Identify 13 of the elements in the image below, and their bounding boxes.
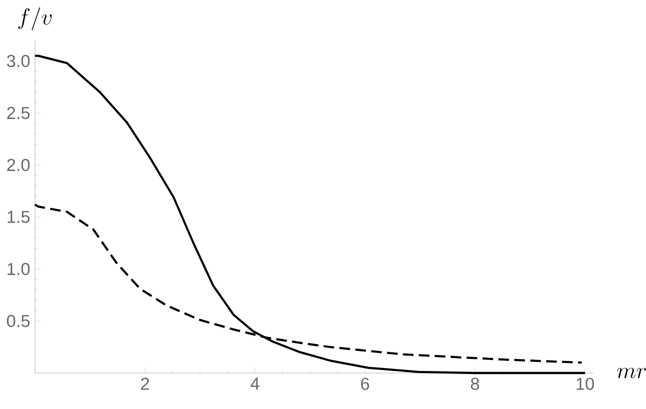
x-tick-label: 6 bbox=[361, 378, 370, 390]
x-tick-label: 8 bbox=[470, 378, 480, 390]
x-tick-label: 10 bbox=[576, 378, 594, 390]
x-tick-label: 4 bbox=[250, 378, 260, 390]
x-tick-label: 2 bbox=[141, 378, 149, 390]
y-tick-label: 2.0 bbox=[7, 158, 30, 172]
y-tick-label: 1.5 bbox=[8, 210, 30, 224]
y-tick-label: 0.5 bbox=[6, 314, 30, 328]
y-tick-label: 2.5 bbox=[7, 106, 30, 120]
y-tick-label: 1.0 bbox=[8, 262, 30, 276]
y-tick-label: 3.0 bbox=[6, 54, 30, 68]
x-axis-title: $mr$ bbox=[617, 368, 646, 378]
y-axis-title: $f/v$ bbox=[18, 7, 52, 30]
